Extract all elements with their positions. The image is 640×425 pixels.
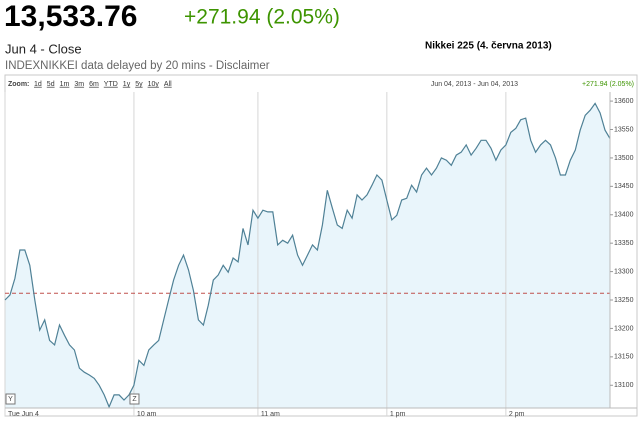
y-tick-label: 13450: [614, 183, 634, 190]
y-tick-label: 13600: [614, 98, 634, 105]
x-tick-label: 10 am: [137, 411, 157, 418]
zoom-option[interactable]: 1d: [34, 81, 42, 88]
news-marker[interactable]: Z: [132, 396, 137, 403]
y-tick-label: 13150: [614, 354, 634, 361]
zoom-option[interactable]: 5y: [135, 81, 143, 88]
y-tick-label: 13400: [614, 212, 634, 219]
zoom-option[interactable]: 10y: [148, 81, 160, 88]
zoom-option[interactable]: 3m: [74, 81, 84, 88]
range-change: +271.94 (2.05%): [582, 81, 634, 88]
news-marker[interactable]: Y: [8, 396, 13, 403]
price-change: +271.94 (2.05%): [184, 6, 340, 29]
zoom-option[interactable]: 1m: [60, 81, 70, 88]
zoom-option[interactable]: YTD: [104, 81, 118, 88]
x-tick-label: 2 pm: [509, 411, 525, 418]
zoom-label: Zoom:: [8, 81, 29, 88]
chart-title: Nikkei 225 (4. června 2013): [425, 41, 552, 52]
y-tick-label: 13300: [614, 268, 634, 275]
y-tick-label: 13100: [614, 382, 634, 389]
y-tick-label: 13200: [614, 325, 634, 332]
y-tick-label: 13250: [614, 297, 634, 304]
zoom-option[interactable]: All: [164, 81, 172, 88]
zoom-option[interactable]: 6m: [89, 81, 99, 88]
news-marker-box[interactable]: [129, 393, 140, 405]
price: 13,533.76: [4, 0, 137, 33]
status: Jun 4 - Close: [5, 41, 82, 56]
x-tick-label: Tue Jun 4: [8, 411, 39, 418]
y-tick-label: 13550: [614, 126, 634, 133]
price-line: [4, 102, 611, 409]
y-tick-label: 13500: [614, 155, 634, 162]
x-tick-label: 1 pm: [390, 411, 406, 418]
disclaimer[interactable]: INDEXNIKKEI data delayed by 20 mins - Di…: [5, 60, 270, 72]
zoom-option[interactable]: 1y: [123, 81, 131, 88]
news-marker-box[interactable]: [5, 393, 16, 405]
y-tick-label: 13350: [614, 240, 634, 247]
zoom-option[interactable]: 5d: [47, 81, 55, 88]
range-label: Jun 04, 2013 - Jun 04, 2013: [431, 81, 518, 88]
x-tick-label: 11 am: [261, 411, 280, 418]
